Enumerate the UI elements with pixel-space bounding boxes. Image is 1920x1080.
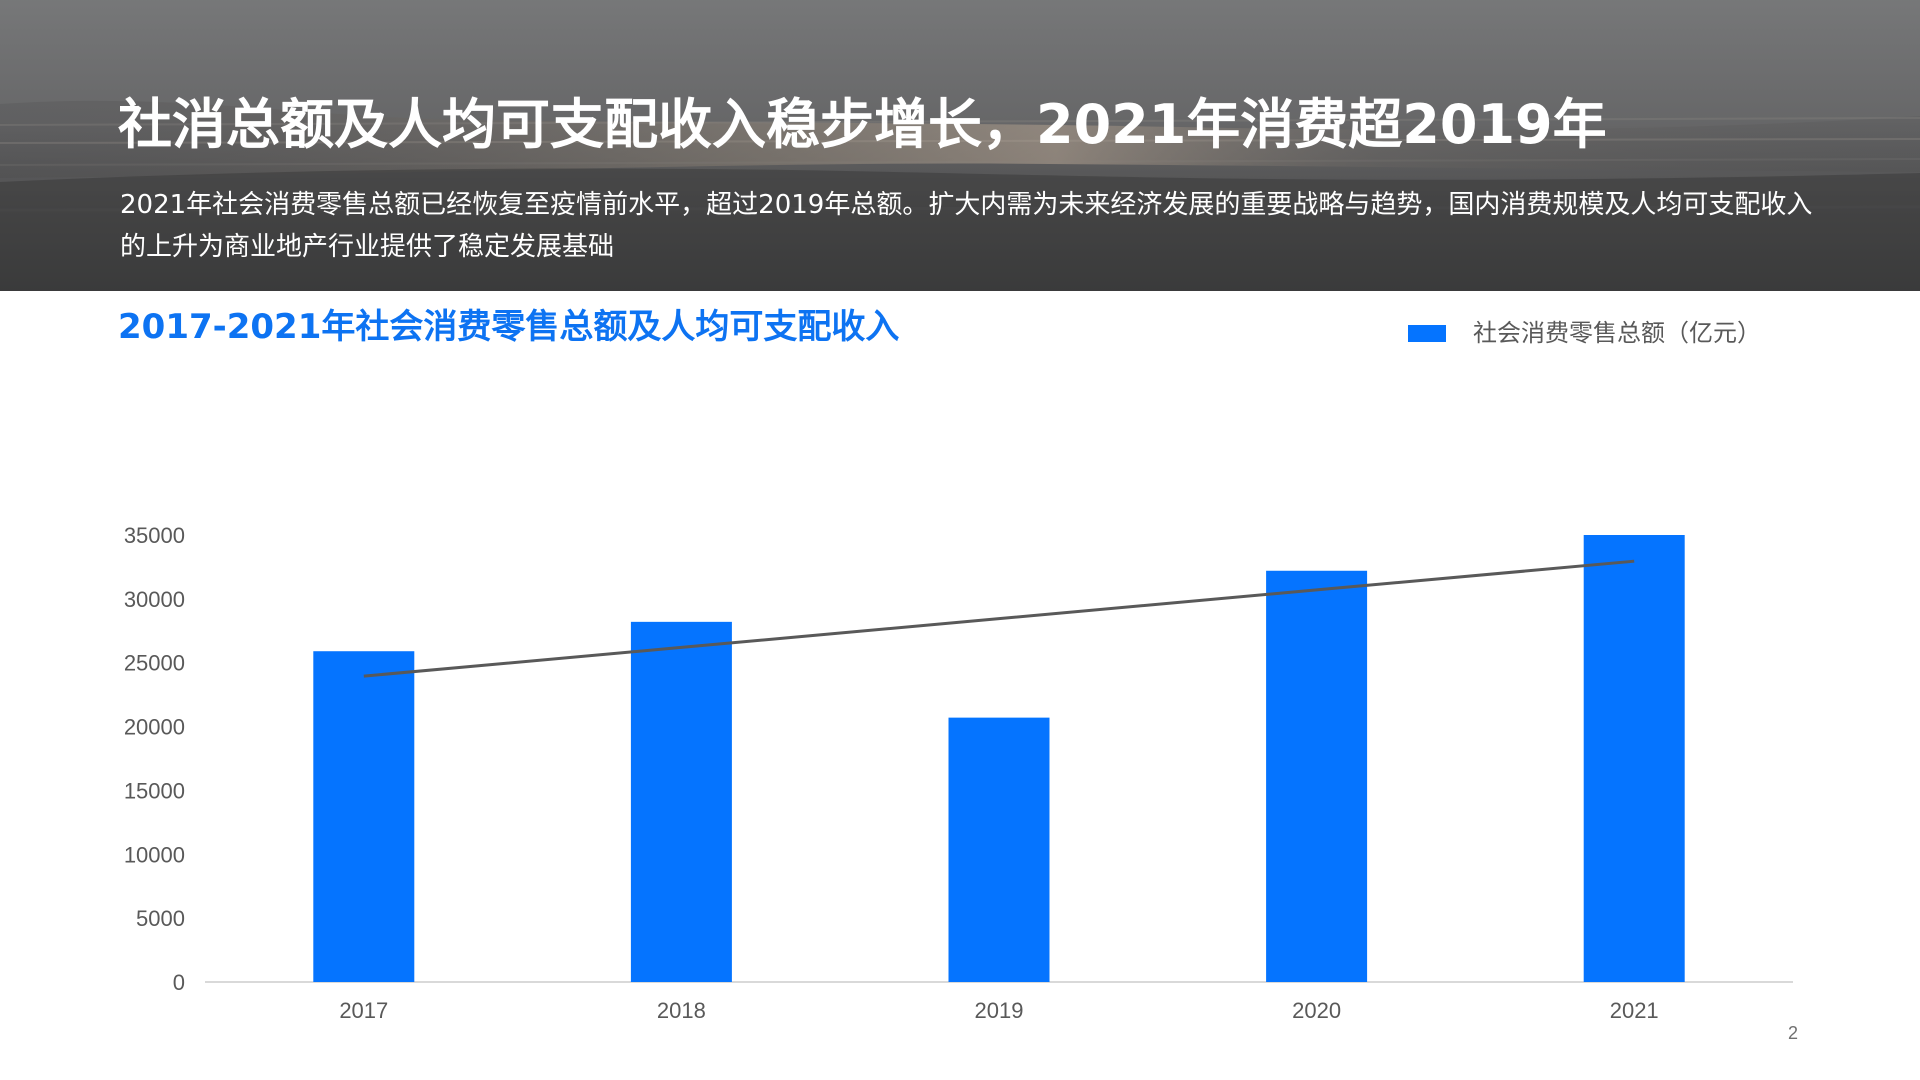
x-tick-label: 2018: [657, 998, 706, 1023]
y-tick-label: 30000: [124, 587, 185, 612]
legend-label: 社会消费零售总额（亿元）: [1473, 319, 1761, 347]
y-tick-label: 15000: [124, 778, 185, 803]
x-tick-label: 2019: [975, 998, 1024, 1023]
trendline: [363, 559, 1635, 678]
bar-2017: [313, 651, 415, 982]
x-tick-label: 2020: [1292, 998, 1341, 1023]
page-subtitle: 2021年社会消费零售总额已经恢复至疫情前水平，超过2019年总额。扩大内需为未…: [120, 190, 1813, 262]
y-tick-label: 20000: [124, 715, 185, 740]
y-tick-label: 25000: [124, 651, 185, 676]
bar-2018: [630, 621, 732, 982]
x-axis-ticks: 2017 2018 2019 2020 2021: [339, 998, 1658, 1023]
y-tick-label: 5000: [136, 906, 185, 931]
y-axis-ticks: 0 5000 10000 15000 20000 25000 30000 35000: [124, 523, 185, 995]
bar-2021: [1583, 535, 1685, 982]
x-tick-label: 2021: [1610, 998, 1659, 1023]
page-title: 社消总额及人均可支配收入稳步增长，2021年消费超2019年: [118, 93, 1607, 156]
y-tick-label: 0: [173, 970, 185, 995]
page-number: 2: [1787, 1023, 1798, 1043]
bar-2020: [1266, 570, 1368, 982]
bar-2019: [948, 717, 1050, 982]
header-banner: 社消总额及人均可支配收入稳步增长，2021年消费超2019年 2021年社会消费…: [0, 0, 1920, 291]
y-tick-label: 10000: [124, 842, 185, 867]
legend-swatch: [1408, 324, 1446, 342]
chart-bars: [313, 535, 1685, 982]
chart-title: 2017-2021年社会消费零售总额及人均可支配收入: [118, 307, 900, 347]
x-tick-label: 2017: [339, 998, 388, 1023]
banner-background-image: [0, 0, 1920, 291]
chart-legend: 社会消费零售总额（亿元）: [1408, 316, 1761, 350]
y-tick-label: 35000: [124, 523, 185, 548]
